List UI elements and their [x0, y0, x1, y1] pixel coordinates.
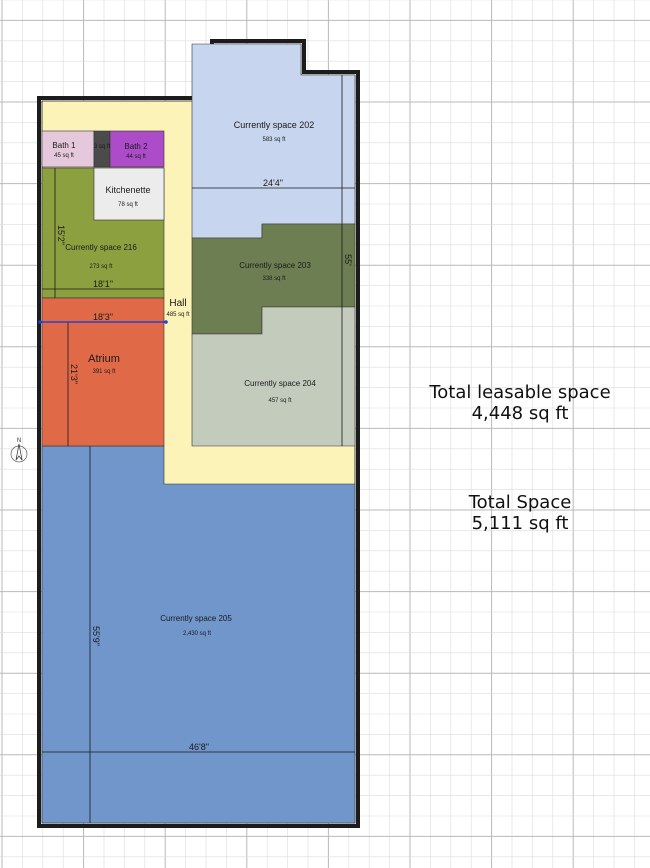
leasable-value: 4,448 sq ft: [471, 403, 569, 424]
dim-space216-height: 15'2": [56, 225, 66, 245]
label-space202: Currently space 202: [234, 120, 315, 130]
room-bath2[interactable]: [109, 130, 165, 168]
room-kitchenette[interactable]: [93, 167, 165, 221]
dim-space216-width: 18'1": [93, 279, 113, 289]
label-space203: Currently space 203: [239, 261, 311, 270]
label-bath2: Bath 2: [124, 142, 148, 151]
dim-space202-width: 24'4": [263, 178, 283, 188]
dim-atrium-height: 21'3": [69, 364, 79, 384]
label-space205: Currently space 205: [160, 614, 232, 623]
label-bath1: Bath 1: [52, 141, 76, 150]
area-bath1: 45 sq ft: [54, 153, 74, 159]
leasable-total: Total leasable space 4,448 sq ft: [420, 382, 620, 424]
area-atrium: 391 sq ft: [92, 369, 115, 375]
room-bath1[interactable]: [41, 130, 95, 168]
label-space204: Currently space 204: [244, 379, 316, 388]
compass-icon: N: [10, 438, 28, 463]
area-kitchenette: 78 sq ft: [118, 202, 138, 208]
dim-atrium-width: 18'3": [93, 312, 113, 322]
area-space204: 457 sq ft: [268, 398, 291, 404]
label-space216: Currently space 216: [65, 243, 137, 252]
total-value: 5,111 sq ft: [471, 513, 569, 534]
label-hall: Hall: [169, 298, 186, 309]
label-kitchenette: Kitchenette: [105, 185, 150, 195]
total-label: Total Space: [468, 492, 572, 513]
space-total: Total Space 5,111 sq ft: [420, 492, 620, 534]
room-space204[interactable]: [191, 306, 356, 447]
area-closet: 3 sq ft: [94, 144, 111, 150]
area-bath2: 44 sq ft: [126, 154, 146, 160]
area-space203: 338 sq ft: [262, 276, 285, 282]
area-hall: 485 sq ft: [166, 312, 189, 318]
area-space202: 583 sq ft: [262, 137, 285, 143]
area-space205: 2,430 sq ft: [183, 631, 211, 637]
dimension-lines: [42, 75, 355, 823]
dim-space205-width: 46'8": [189, 742, 209, 752]
label-atrium: Atrium: [88, 353, 120, 365]
leasable-label: Total leasable space: [429, 382, 611, 403]
dim-space205-height: 55'9": [91, 626, 101, 646]
area-space216: 273 sq ft: [89, 264, 112, 270]
compass-letter: N: [17, 438, 21, 444]
dim-east-height: 55': [343, 254, 353, 266]
